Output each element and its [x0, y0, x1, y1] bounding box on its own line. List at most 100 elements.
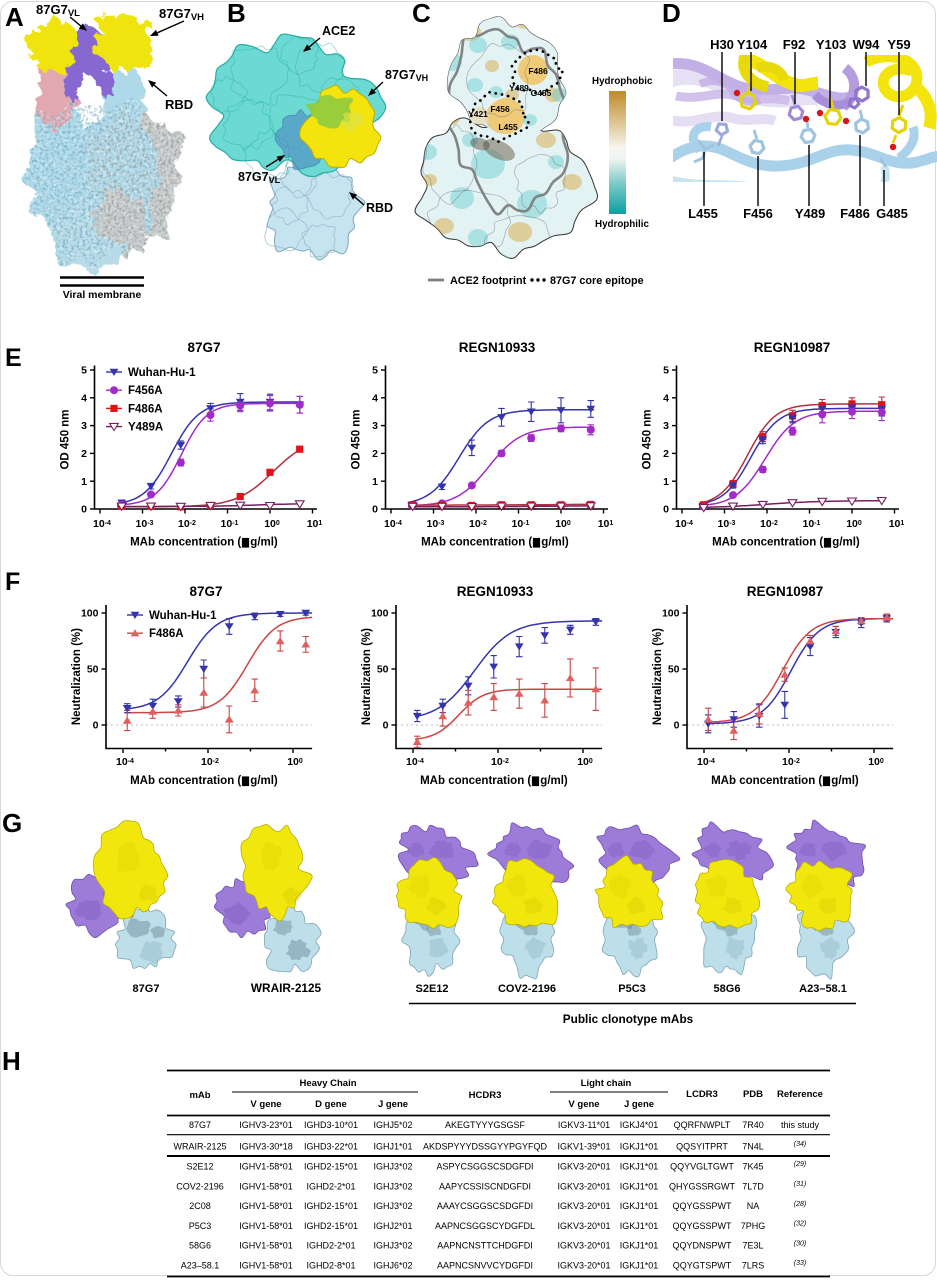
svg-text:7K45: 7K45	[742, 1162, 763, 1172]
svg-text:F486A: F486A	[128, 403, 163, 415]
svg-text:100: 100	[264, 518, 280, 530]
svg-text:IGHV1-58*01: IGHV1-58*01	[239, 1241, 293, 1251]
svg-text:IGKJ1*01: IGKJ1*01	[620, 1221, 659, 1231]
svg-text:100: 100	[662, 608, 680, 620]
svg-text:IGHV1-58*01: IGHV1-58*01	[239, 1162, 293, 1172]
svg-text:3: 3	[663, 420, 669, 432]
svg-text:Hydrophilic: Hydrophilic	[595, 219, 649, 230]
svg-text:g/ml): g/ml)	[250, 537, 278, 549]
svg-text:7LRS: 7LRS	[742, 1261, 765, 1271]
svg-text:10-2: 10-2	[469, 518, 487, 530]
svg-text:(28): (28)	[794, 1201, 806, 1208]
svg-text:A: A	[5, 2, 24, 32]
svg-text:PDB: PDB	[743, 1089, 763, 1100]
svg-text:87G7: 87G7	[189, 1120, 211, 1130]
svg-text:F: F	[5, 568, 20, 596]
svg-text:F486: F486	[840, 206, 870, 221]
svg-text:ASPYCSGGSCSDGFDI: ASPYCSGGSCSDGFDI	[436, 1162, 533, 1172]
svg-text:W94: W94	[853, 37, 881, 52]
svg-text:WRAIR-2125: WRAIR-2125	[173, 1141, 226, 1151]
svg-text:G485: G485	[876, 206, 908, 221]
svg-text:2: 2	[372, 448, 378, 460]
svg-text:F486: F486	[528, 66, 548, 76]
svg-text:F486A: F486A	[149, 628, 184, 640]
svg-text:50: 50	[377, 664, 389, 676]
svg-text:Y489: Y489	[509, 83, 529, 93]
svg-text:S2E12: S2E12	[415, 983, 448, 995]
svg-text:L455: L455	[688, 206, 718, 221]
svg-text:101: 101	[307, 518, 323, 530]
svg-text:Y489: Y489	[795, 206, 825, 221]
svg-text:IGHD2-2*01: IGHD2-2*01	[306, 1241, 355, 1251]
svg-text:F456: F456	[490, 104, 510, 114]
svg-text:1: 1	[372, 476, 378, 488]
svg-text:IGHJ3*02: IGHJ3*02	[373, 1201, 412, 1211]
svg-text:V gene: V gene	[250, 1099, 281, 1110]
svg-text:REGN10933: REGN10933	[459, 340, 536, 355]
svg-text:QQYGSSPWT: QQYGSSPWT	[672, 1201, 732, 1211]
svg-text:IGKJ1*01: IGKJ1*01	[620, 1241, 659, 1251]
svg-text:NA: NA	[747, 1201, 760, 1211]
svg-text:RBD: RBD	[366, 201, 393, 215]
svg-text:LCDR3: LCDR3	[686, 1089, 718, 1100]
svg-text:0: 0	[93, 720, 99, 732]
svg-text:10-3: 10-3	[136, 518, 154, 530]
svg-text:AKEGTYYYGSGSF: AKEGTYYYGSGSF	[445, 1120, 526, 1130]
svg-text:G: G	[2, 808, 22, 838]
svg-text:Heavy Chain: Heavy Chain	[299, 1078, 356, 1089]
svg-text:J gene: J gene	[378, 1099, 408, 1110]
svg-text:REGN10987: REGN10987	[754, 340, 831, 355]
svg-text:87G7: 87G7	[189, 584, 222, 599]
svg-text:g/ml): g/ml)	[540, 775, 568, 787]
svg-text:IGHD2-8*01: IGHD2-8*01	[306, 1261, 355, 1271]
svg-text:2: 2	[81, 448, 87, 460]
svg-text:87G7: 87G7	[133, 983, 160, 995]
svg-text:QHYGSSRGWT: QHYGSSRGWT	[669, 1181, 736, 1191]
svg-text:Neutralization (%): Neutralization (%)	[652, 628, 664, 725]
svg-text:100: 100	[846, 518, 862, 530]
svg-text:10-4: 10-4	[93, 518, 111, 530]
svg-text:10-1: 10-1	[512, 518, 530, 530]
svg-text:10-1: 10-1	[803, 518, 821, 530]
svg-text:(33): (33)	[794, 1260, 806, 1267]
svg-text:E: E	[5, 344, 22, 372]
svg-text:7PHG: 7PHG	[741, 1221, 766, 1231]
svg-text:10-2: 10-2	[491, 756, 509, 768]
svg-text:0: 0	[663, 504, 669, 516]
svg-text:MAb concentration (: MAb concentration (	[421, 537, 532, 549]
svg-text:H: H	[2, 1046, 21, 1076]
svg-text:P5C3: P5C3	[189, 1221, 212, 1231]
svg-text:D gene: D gene	[315, 1099, 347, 1110]
svg-text:50: 50	[87, 664, 99, 676]
svg-text:87G7VL: 87G7VL	[36, 2, 80, 19]
svg-text:D: D	[662, 0, 681, 28]
svg-text:COV2-2196: COV2-2196	[498, 983, 556, 995]
svg-text:Light chain: Light chain	[581, 1078, 632, 1089]
svg-text:J gene: J gene	[624, 1099, 654, 1110]
svg-text:IGKJ1*01: IGKJ1*01	[620, 1162, 659, 1172]
svg-text:C: C	[412, 0, 431, 28]
svg-text:IGHJ6*02: IGHJ6*02	[373, 1261, 412, 1271]
svg-text:AAPNCNSTTCHDGFDI: AAPNCNSTTCHDGFDI	[437, 1241, 533, 1251]
svg-text:g/ml): g/ml)	[832, 537, 860, 549]
svg-text:QQYGTSPWT: QQYGTSPWT	[673, 1261, 732, 1271]
svg-text:10-2: 10-2	[201, 756, 219, 768]
svg-text:IGHD2-15*01: IGHD2-15*01	[304, 1162, 358, 1172]
svg-text:10-4: 10-4	[675, 518, 693, 530]
svg-text:101: 101	[598, 518, 614, 530]
svg-text:AAAYCSGGSCSDGFDI: AAAYCSGGSCSDGFDI	[437, 1201, 533, 1211]
svg-text:QQSYITPRT: QQSYITPRT	[676, 1141, 728, 1151]
svg-text:87G7: 87G7	[187, 340, 220, 355]
svg-text:3: 3	[372, 420, 378, 432]
svg-text:7E3L: 7E3L	[742, 1241, 763, 1251]
svg-text:AKDSPYYYDSSGYYPGYFQD: AKDSPYYYDSSGYYPGYFQD	[423, 1141, 548, 1151]
svg-text:this study: this study	[781, 1120, 820, 1130]
svg-text:100: 100	[868, 756, 884, 768]
svg-text:(29): (29)	[794, 1161, 806, 1168]
svg-text:2: 2	[663, 448, 669, 460]
svg-text:F92: F92	[783, 37, 805, 52]
svg-text:IGHJ3*02: IGHJ3*02	[373, 1241, 412, 1251]
svg-text:IGHJ3*02: IGHJ3*02	[373, 1181, 412, 1191]
svg-text:ACE2: ACE2	[322, 24, 355, 38]
svg-text:IGHD2-15*01: IGHD2-15*01	[304, 1221, 358, 1231]
